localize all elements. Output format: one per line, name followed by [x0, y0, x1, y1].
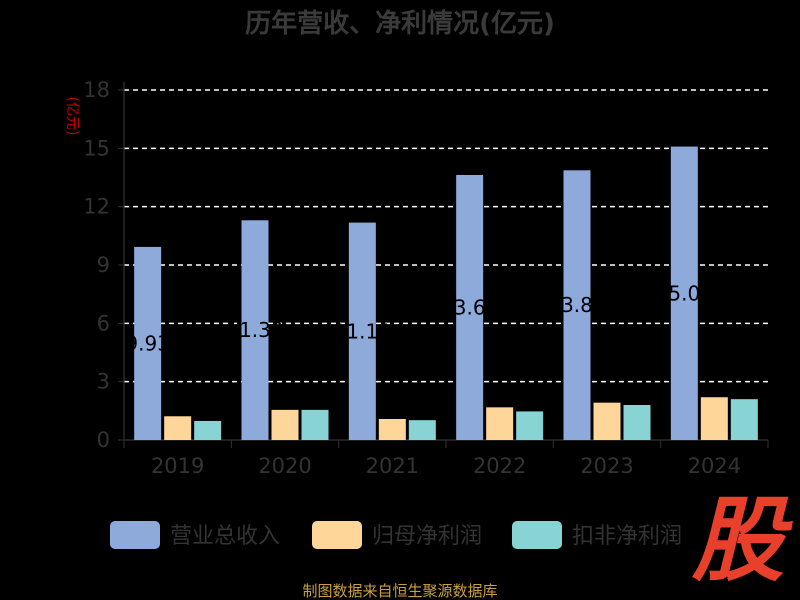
legend-swatch	[110, 521, 160, 549]
bar	[271, 409, 299, 440]
y-tick-label: 0	[97, 428, 110, 452]
bar	[194, 420, 222, 440]
x-tick-label: 2024	[688, 454, 741, 478]
bar-value-label: 9.93	[125, 331, 170, 355]
bar	[301, 409, 329, 440]
x-tick-label: 2021	[366, 454, 419, 478]
bar	[670, 146, 698, 441]
bar-value-label: 11.30	[226, 318, 283, 342]
bar-labels: 9.93 11.30 11.18 13.63 13.87 15.09	[125, 281, 713, 355]
bar	[486, 407, 514, 440]
legend: 营业总收入 归母净利润 扣非净利润	[110, 521, 682, 549]
bar-value-label: 13.87	[548, 293, 605, 317]
bar-value-label: 11.18	[334, 319, 391, 343]
bar	[378, 419, 406, 440]
logo-glyph: 股	[691, 487, 793, 594]
bars	[134, 146, 758, 441]
source-note: 制图数据来自恒生聚源数据库	[302, 582, 497, 600]
legend-label: 归母净利润	[372, 524, 482, 549]
x-tick-label: 2019	[151, 454, 204, 478]
legend-swatch	[512, 521, 562, 549]
x-tick-label: 2022	[473, 454, 526, 478]
bar	[563, 170, 591, 441]
legend-label: 营业总收入	[170, 524, 280, 549]
bar	[700, 397, 728, 440]
y-tick-label: 3	[97, 370, 110, 394]
y-tick-label: 15	[83, 136, 110, 160]
bar	[241, 220, 269, 440]
bar	[134, 246, 162, 440]
legend-label: 扣非净利润	[572, 524, 682, 549]
bar	[456, 174, 484, 440]
x-tick-label: 2020	[258, 454, 311, 478]
bar	[164, 416, 192, 440]
y-tick-label: 6	[97, 311, 110, 335]
y-axis-label: (亿元)	[64, 97, 80, 136]
legend-swatch	[312, 521, 362, 549]
bar	[730, 399, 758, 440]
y-tick-label: 9	[97, 253, 110, 277]
x-tick-label: 2023	[580, 454, 633, 478]
y-tick-label: 18	[83, 78, 110, 102]
bar	[516, 411, 544, 440]
axes: 0 3 6 9 12 15 18 2019 2020 2021 2022 2023 2024	[83, 78, 769, 478]
bar	[348, 222, 376, 440]
bar-value-label: 13.63	[441, 295, 498, 319]
y-tick-label: 12	[83, 195, 110, 219]
bar	[593, 402, 621, 440]
bar	[623, 405, 651, 440]
chart-title: 历年营收、净利情况(亿元)	[245, 8, 555, 39]
bar-value-label: 15.09	[656, 281, 713, 305]
bar	[408, 420, 436, 440]
